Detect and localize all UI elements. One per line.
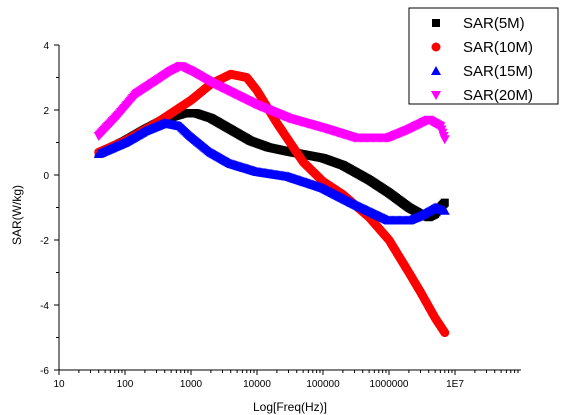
data-point: [439, 205, 450, 215]
y-tick-label: -4: [40, 301, 49, 312]
data-point: [440, 198, 449, 207]
x-axis-title: Log[Freq(Hz)]: [253, 400, 327, 414]
legend-label: SAR(5M): [463, 15, 525, 32]
y-tick-label: -6: [40, 366, 49, 377]
legend-label: SAR(20M): [463, 87, 533, 104]
y-tick-label: 4: [43, 41, 49, 52]
y-tick-label: 2: [43, 106, 49, 117]
x-tick-label: 10: [53, 379, 65, 390]
legend-label: SAR(15M): [463, 63, 533, 80]
x-tick-label: 10000: [243, 379, 271, 390]
legend-marker: [431, 42, 441, 52]
y-axis-title: SAR(W/kg): [10, 185, 24, 245]
x-tick-label: 1000000: [370, 379, 409, 390]
x-tick-label: 100000: [306, 379, 340, 390]
series-4: [93, 62, 450, 145]
legend-label: SAR(10M): [463, 39, 533, 56]
series-3: [93, 118, 450, 225]
data-point: [440, 328, 450, 338]
legend-marker: [432, 19, 440, 27]
x-tick-label: 1000: [180, 379, 203, 390]
x-tick-label: 1E7: [446, 379, 464, 390]
x-tick-label: 100: [117, 379, 134, 390]
legend-marker: [431, 66, 441, 75]
legend: SAR(5M) SAR(10M) SAR(15M) SAR(20M): [408, 7, 559, 105]
y-tick-label: 0: [43, 171, 49, 182]
legend-marker: [431, 91, 441, 100]
data-point: [439, 135, 450, 145]
y-tick-label: -2: [40, 236, 49, 247]
